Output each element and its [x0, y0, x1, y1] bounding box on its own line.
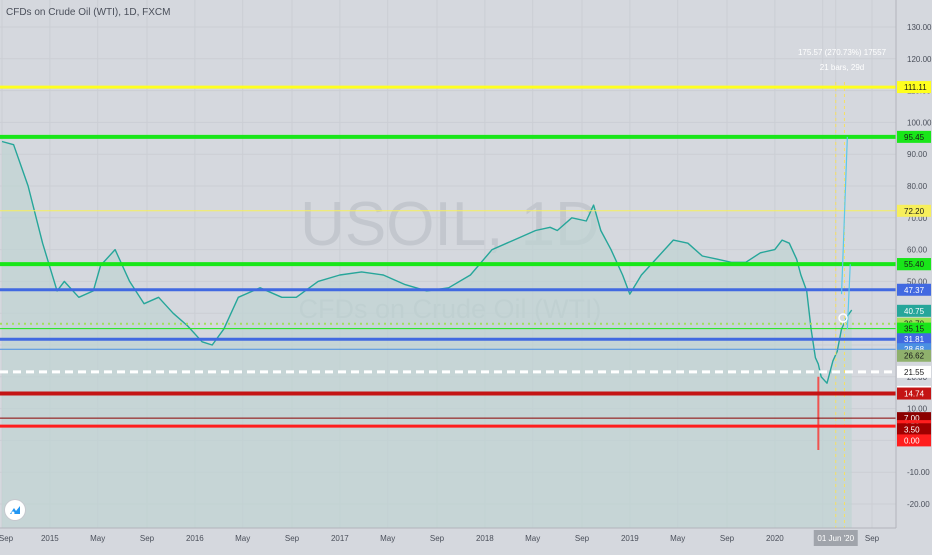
price-line[interactable]: [1, 140, 853, 384]
price-badge: [897, 130, 931, 143]
price-badge-label: 72.20: [904, 207, 925, 216]
price-badge-label: 40.75: [904, 307, 925, 316]
y-tick-label: 130.00: [907, 23, 932, 32]
logo-icon: [10, 506, 20, 515]
price-badge-label: 95.45: [904, 133, 925, 142]
price-badge-label: 7.00: [904, 414, 920, 423]
y-tick-label: -20.00: [907, 500, 930, 509]
price-badge: [897, 365, 931, 378]
price-badge-label: 26.62: [904, 352, 925, 361]
y-tick-label: 70.00: [907, 214, 928, 223]
price-badge: [897, 387, 931, 400]
x-tick-label: 2016: [186, 534, 204, 543]
time-axis[interactable]: [0, 528, 896, 550]
price-badge: [897, 283, 931, 296]
x-tick-label: May: [525, 534, 540, 543]
y-tick-label: 60.00: [907, 246, 928, 255]
price-badge-label: 35.15: [904, 325, 925, 334]
price-badge-label: 55.40: [904, 260, 925, 269]
price-badge-label: 0.00: [904, 436, 920, 445]
x-tick-label: 2018: [476, 534, 494, 543]
symbol-title: CFDs on Crude Oil (WTI), 1D, FXCM: [6, 7, 171, 18]
x-tick-label: Sep: [720, 534, 735, 543]
price-badge-label: 47.37: [904, 286, 925, 295]
price-badge-label: 14.74: [904, 390, 925, 399]
projection-line: [840, 136, 848, 295]
x-tick-label: 2019: [621, 534, 639, 543]
price-badge: [897, 258, 931, 271]
x-tick-label: Sep: [430, 534, 445, 543]
x-tick-label: May: [380, 534, 395, 543]
y-tick-label: 90.00: [907, 150, 928, 159]
price-badge: [897, 304, 931, 317]
measure-label: 175.57 (270.73%) 17557: [798, 48, 887, 57]
x-tick-label: 2017: [331, 534, 349, 543]
time-cursor-badge: [813, 530, 858, 546]
x-tick-label: May: [90, 534, 105, 543]
x-tick-label: 2015: [41, 534, 59, 543]
y-tick-label: 10.00: [907, 405, 928, 414]
x-tick-label: May: [670, 534, 685, 543]
x-tick-label: Sep: [0, 534, 14, 543]
price-badge: [897, 204, 931, 217]
price-badge: [897, 81, 931, 94]
y-tick-label: 120.00: [907, 55, 932, 64]
price-marker[interactable]: [838, 313, 848, 323]
measure-bars-label: 21 bars, 29d: [820, 63, 864, 72]
price-badge-label: 28.68: [904, 345, 925, 354]
y-tick-label: 80.00: [907, 182, 928, 191]
y-tick-label: 100.00: [907, 118, 932, 127]
tradingview-logo[interactable]: [5, 500, 25, 520]
x-tick-label: May: [235, 534, 250, 543]
price-badge-label: 31.81: [904, 335, 925, 344]
price-badge-label: 3.50: [904, 425, 920, 434]
price-badge-label: 111.11: [904, 83, 927, 92]
price-badge-label: 21.55: [904, 368, 925, 377]
y-tick-label: 50.00: [907, 277, 928, 286]
x-tick-label: 2020: [766, 534, 784, 543]
projection-line: [846, 264, 851, 330]
x-tick-label: Sep: [575, 534, 590, 543]
price-badge: [897, 322, 931, 335]
price-area: [2, 141, 852, 528]
price-badge: [897, 349, 931, 362]
price-badge: [897, 423, 931, 436]
x-tick-label: Sep: [865, 534, 880, 543]
price-badge: [897, 434, 931, 447]
y-tick-label: -10.00: [907, 468, 930, 477]
x-tick-label-cursor: 01 Jun '20: [817, 534, 854, 543]
x-tick-label: Sep: [285, 534, 300, 543]
x-tick-label: Sep: [140, 534, 155, 543]
price-badge: [897, 333, 931, 346]
